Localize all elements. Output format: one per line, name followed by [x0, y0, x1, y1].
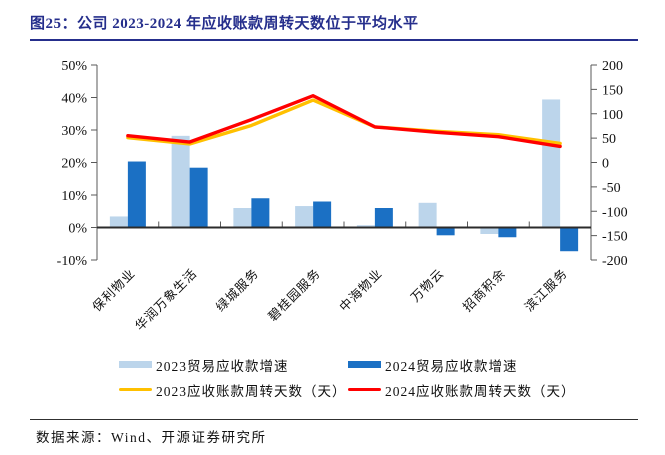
svg-text:150: 150	[602, 83, 623, 98]
legend-swatch-2023-bars	[119, 361, 152, 368]
legend-label-2023-bars: 2023贸易应收款增速	[156, 359, 289, 374]
svg-text:中海物业: 中海物业	[336, 266, 385, 315]
svg-text:0%: 0%	[68, 222, 87, 237]
chart-area: 50% 40% 30% 20% 10% 0% -10% 200 150 100 50 0 -50 -100…	[0, 55, 665, 355]
svg-text:40%: 40%	[61, 92, 87, 107]
legend-label-2023-line: 2023应收账款周转天数（天）	[156, 384, 347, 399]
svg-text:-200: -200	[602, 254, 628, 269]
svg-text:碧桂园服务: 碧桂园服务	[265, 266, 323, 324]
svg-text:30%: 30%	[61, 124, 87, 139]
source-line: 数据来源：Wind、开源证券研究所	[36, 430, 267, 445]
svg-text:-150: -150	[602, 230, 628, 245]
svg-text:100: 100	[602, 108, 623, 123]
svg-text:华润万象生活: 华润万象生活	[132, 266, 200, 334]
svg-text:10%: 10%	[61, 189, 87, 204]
svg-text:20%: 20%	[61, 157, 87, 172]
svg-text:绿城服务: 绿城服务	[213, 266, 262, 315]
svg-text:50%: 50%	[61, 59, 87, 74]
svg-text:招商积余: 招商积余	[460, 266, 509, 315]
chart-legend: 2023贸易应收款增速 2024贸易应收款增速 2023应收账款周转天数（天） …	[0, 352, 665, 407]
svg-text:-50: -50	[602, 181, 621, 196]
legend-swatch-2024-bars	[348, 361, 381, 368]
svg-text:-100: -100	[602, 205, 628, 220]
svg-text:200: 200	[602, 59, 623, 74]
svg-text:-10%: -10%	[57, 254, 88, 269]
legend-label-2024-line: 2024应收账款周转天数（天）	[385, 384, 576, 399]
figure-title: 图25：公司 2023-2024 年应收账款周转天数位于平均水平	[30, 16, 419, 32]
svg-text:50: 50	[602, 132, 616, 147]
legend-label-2024-bars: 2024贸易应收款增速	[385, 359, 518, 374]
legend-swatch-2023-line	[119, 388, 152, 391]
svg-text:0: 0	[602, 157, 609, 172]
title-rule	[30, 39, 638, 41]
legend-swatch-2024-line	[348, 388, 381, 391]
combo-chart: 50% 40% 30% 20% 10% 0% -10% 200 150 100 50 0 -50 -100…	[57, 59, 628, 334]
svg-text:滨江服务: 滨江服务	[521, 266, 570, 315]
svg-text:万物云: 万物云	[408, 266, 447, 305]
svg-text:保利物业: 保利物业	[90, 266, 138, 314]
source-rule	[30, 419, 638, 420]
